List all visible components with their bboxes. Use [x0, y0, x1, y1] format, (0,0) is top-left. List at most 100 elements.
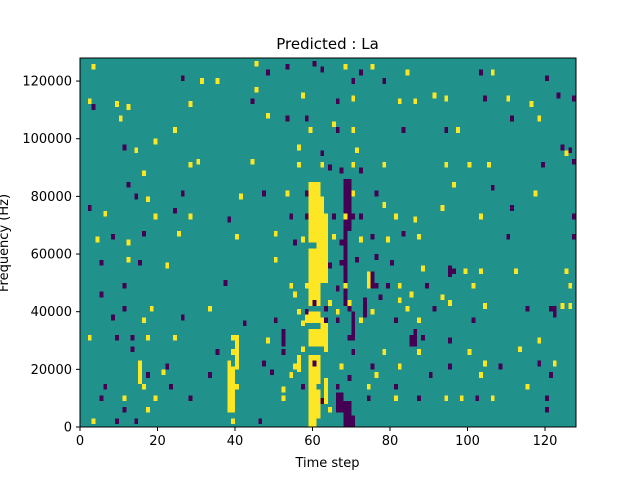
- heatmap-cell: [320, 66, 325, 73]
- heatmap-block: [370, 271, 375, 289]
- heatmap-cell: [483, 95, 487, 102]
- y-tick-label: 20000: [31, 363, 72, 378]
- y-axis: 0 20000 40000 60000 80000 100000 120000: [22, 75, 80, 436]
- heatmap-cell: [87, 205, 92, 211]
- heatmap-cell: [440, 205, 445, 211]
- heatmap-cell: [87, 334, 92, 341]
- chart-title: Predicted : La: [276, 35, 379, 53]
- heatmap-cell: [114, 101, 119, 108]
- x-tick-label: 80: [382, 434, 399, 449]
- heatmap-cell: [444, 95, 449, 102]
- heatmap-cell: [285, 115, 290, 122]
- heatmap-cell: [374, 282, 379, 289]
- y-tick-label: 80000: [31, 190, 72, 205]
- heatmap-cell: [165, 262, 170, 269]
- heatmap-cell: [417, 233, 422, 240]
- heatmap-cell: [370, 233, 375, 240]
- heatmap-cell: [142, 317, 146, 324]
- heatmap-cell: [455, 127, 460, 133]
- heatmap-cell: [266, 337, 270, 344]
- heatmap-block: [308, 380, 317, 428]
- heatmap-cell: [293, 239, 298, 246]
- heatmap-cell: [300, 346, 305, 353]
- heatmap-cell: [107, 75, 112, 82]
- heatmap-cell: [118, 115, 123, 122]
- heatmap-cell: [273, 256, 278, 263]
- heatmap-cell: [359, 317, 363, 324]
- heatmap-cell: [564, 150, 569, 157]
- x-tick-label: 40: [227, 434, 244, 449]
- heatmap-cell: [452, 181, 456, 188]
- heatmap-cell: [254, 60, 259, 67]
- heatmap-cell: [421, 265, 425, 272]
- heatmap-cell: [300, 92, 305, 99]
- heatmap-cell: [188, 161, 193, 168]
- heatmap-cell: [145, 196, 150, 203]
- heatmap-cell: [320, 150, 325, 157]
- heatmap-cell: [196, 158, 201, 165]
- x-tick-label: 20: [149, 434, 166, 449]
- heatmap-cell: [444, 161, 449, 168]
- heatmap-cell: [382, 349, 387, 355]
- heatmap-cell: [510, 205, 515, 211]
- heatmap-cell: [331, 233, 336, 240]
- heatmap-cell: [351, 78, 356, 84]
- heatmap-cell: [269, 369, 274, 376]
- heatmap-cell: [479, 213, 484, 220]
- heatmap-cell: [475, 395, 480, 402]
- heatmap-cell: [304, 282, 309, 289]
- x-tick-label: 120: [533, 434, 558, 449]
- heatmap-cell: [405, 305, 410, 312]
- heatmap-cell: [304, 213, 309, 220]
- heatmap-block: [552, 305, 557, 318]
- heatmap-cell: [231, 349, 236, 355]
- heatmap-cell: [289, 213, 294, 220]
- heatmap-cell: [486, 161, 491, 168]
- heatmap-cell: [188, 213, 193, 220]
- heatmap-cell: [153, 213, 158, 220]
- heatmap-cell: [145, 334, 150, 341]
- heatmap-cell: [498, 363, 503, 370]
- heatmap-cell: [560, 303, 565, 309]
- heatmap-cell: [324, 346, 329, 353]
- heatmap-cell: [370, 363, 375, 370]
- heatmap-cell: [413, 216, 418, 223]
- heatmap-cell: [397, 282, 402, 289]
- heatmap-cell: [568, 303, 573, 309]
- heatmap-cell: [320, 398, 325, 404]
- heatmap-cell: [215, 78, 220, 84]
- heatmap-cell: [444, 127, 449, 133]
- heatmap-cell: [463, 268, 468, 275]
- heatmap-cell: [114, 334, 119, 341]
- heatmap-cell: [351, 95, 356, 102]
- heatmap-cell: [452, 268, 456, 275]
- heatmap-cell: [227, 360, 232, 367]
- heatmap-cell: [413, 98, 418, 105]
- heatmap-cell: [99, 291, 104, 298]
- heatmap-cell: [238, 193, 243, 200]
- heatmap-cell: [153, 138, 158, 145]
- heatmap-cell: [351, 190, 356, 197]
- heatmap-cell: [169, 383, 174, 390]
- heatmap-cell: [568, 147, 573, 154]
- heatmap-cell: [448, 300, 453, 306]
- heatmap-cell: [525, 383, 530, 390]
- heatmap-cell: [99, 259, 104, 266]
- heatmap-cell: [161, 369, 166, 376]
- heatmap-cell: [304, 115, 309, 122]
- heatmap-cell: [153, 395, 158, 402]
- heatmap-cell: [560, 144, 565, 151]
- heatmap-cell: [335, 308, 340, 315]
- heatmap-cell: [343, 213, 348, 220]
- heatmap-cell: [328, 300, 332, 306]
- heatmap-block: [448, 265, 453, 278]
- heatmap-cell: [552, 360, 557, 367]
- heatmap-cell: [262, 190, 267, 197]
- heatmap-cell: [227, 216, 232, 223]
- heatmap-block: [281, 328, 286, 347]
- heatmap-cell: [572, 158, 577, 165]
- heatmap-cell: [138, 360, 143, 367]
- heatmap-cell: [173, 207, 177, 214]
- heatmap-cell: [339, 259, 344, 266]
